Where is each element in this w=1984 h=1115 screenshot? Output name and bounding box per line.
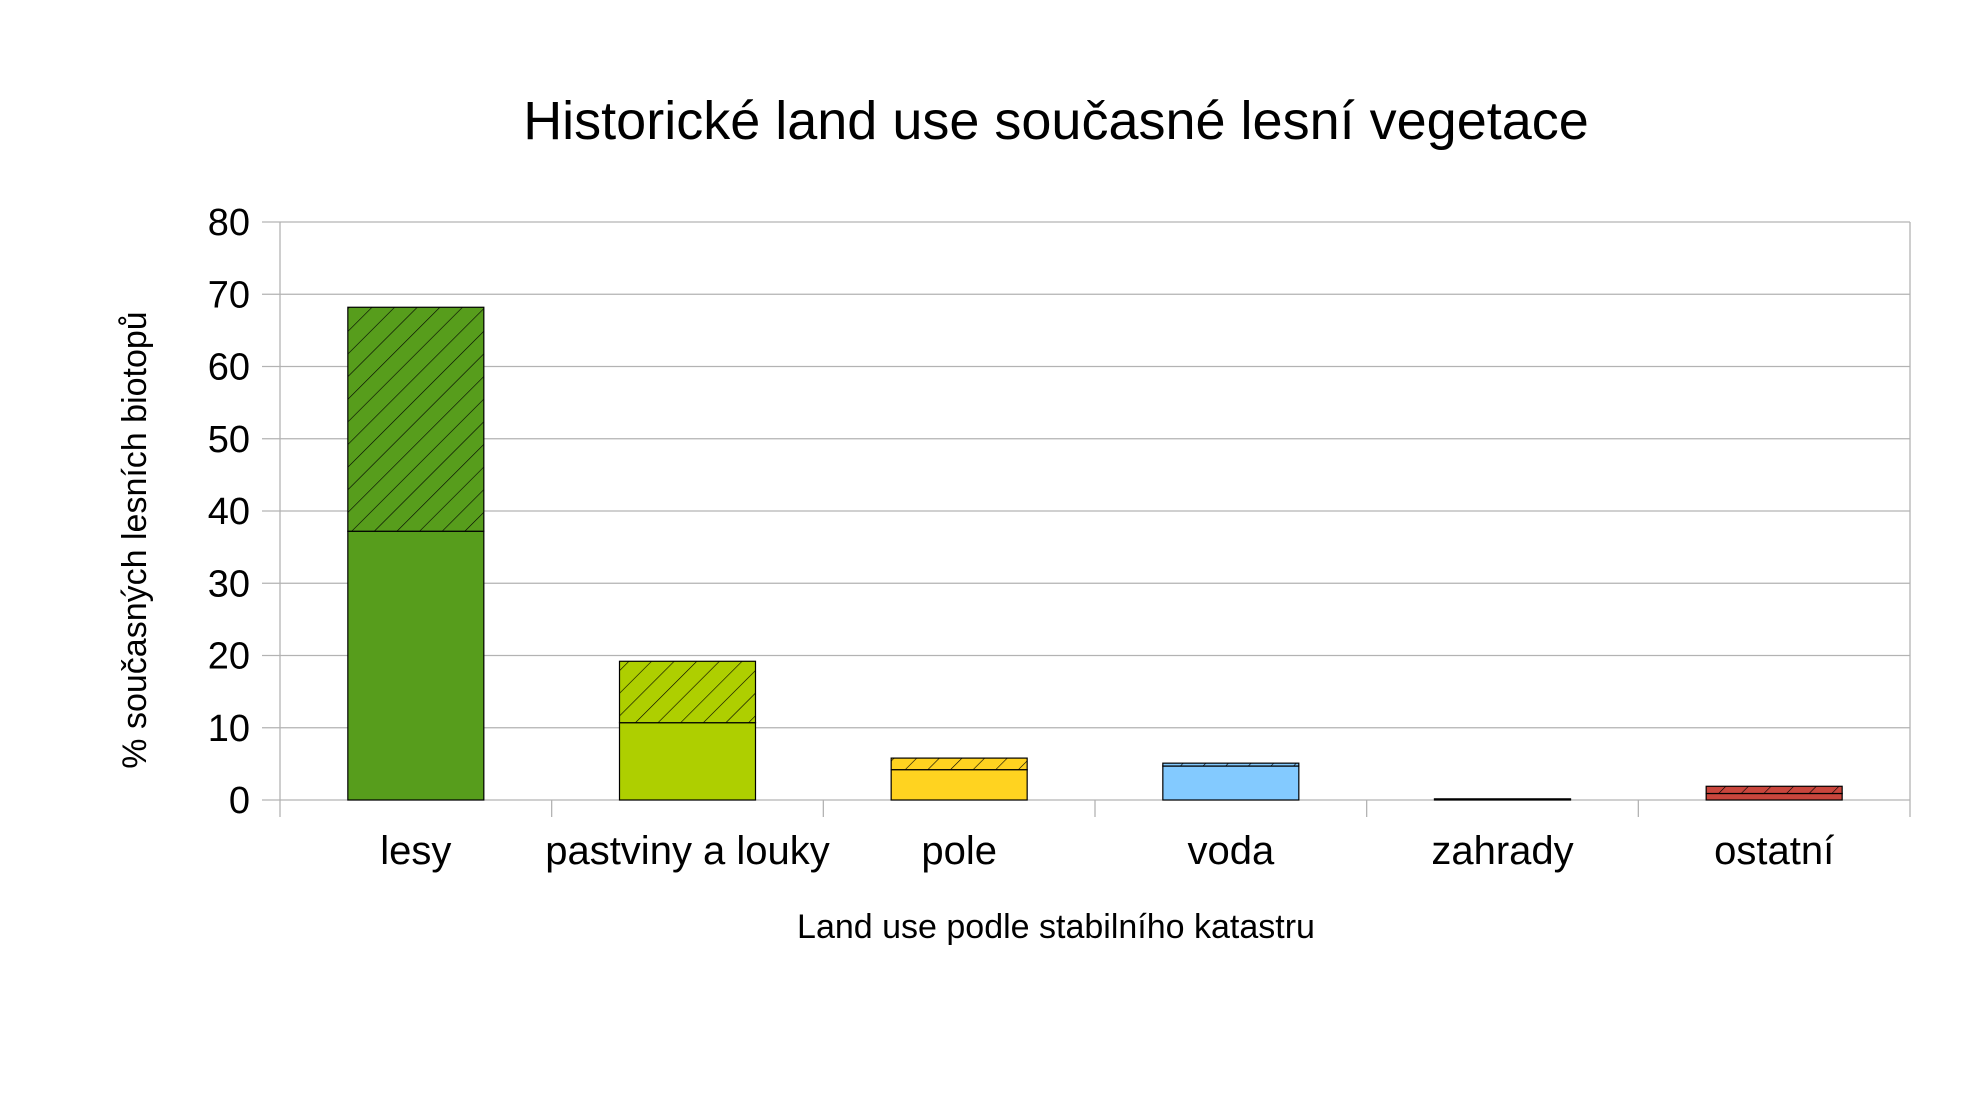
x-category-label: pole: [921, 829, 997, 873]
y-axis-title: % současných lesních biotopů: [116, 311, 154, 768]
bar-segment-solid: [347, 530, 485, 801]
y-tick-label: 50: [208, 419, 250, 461]
y-tick-label: 30: [208, 563, 250, 605]
x-category-label: pastviny a louky: [545, 829, 830, 873]
bar-segment-hatched: [347, 306, 485, 532]
bars: [347, 306, 1843, 801]
y-tick-label: 0: [229, 780, 250, 822]
bar-segment-solid: [1705, 792, 1843, 801]
y-tick-label: 40: [208, 491, 250, 533]
x-category-label: voda: [1187, 829, 1274, 873]
bar-segment-hatched: [1162, 762, 1300, 767]
bar-segment-hatched: [1705, 785, 1843, 795]
x-category-label: lesy: [380, 829, 451, 873]
y-tick-label: 80: [208, 202, 250, 244]
bar-segment-hatched: [1433, 798, 1572, 801]
y-tick-label: 10: [208, 708, 250, 750]
bar-segment-solid: [890, 769, 1028, 801]
chart-title: Historické land use současné lesní veget…: [523, 91, 1589, 151]
y-tick-label: 70: [208, 274, 250, 316]
x-category-label: zahrady: [1431, 829, 1573, 873]
bar-segment-solid: [1162, 765, 1300, 801]
x-category-label: ostatní: [1714, 829, 1834, 873]
bar-segment-hatched: [890, 757, 1028, 771]
y-tick-label: 60: [208, 347, 250, 389]
bar-segment-solid: [618, 722, 757, 801]
gridlines: [262, 221, 1910, 801]
axes: 0 10 20 30 40 50 60 70 80 lesy pastviny a louky pol…: [208, 202, 1911, 873]
bar-segment-hatched: [618, 660, 757, 724]
x-axis-title: Land use podle stabilního katastru: [797, 908, 1315, 946]
y-tick-label: 20: [208, 636, 250, 678]
